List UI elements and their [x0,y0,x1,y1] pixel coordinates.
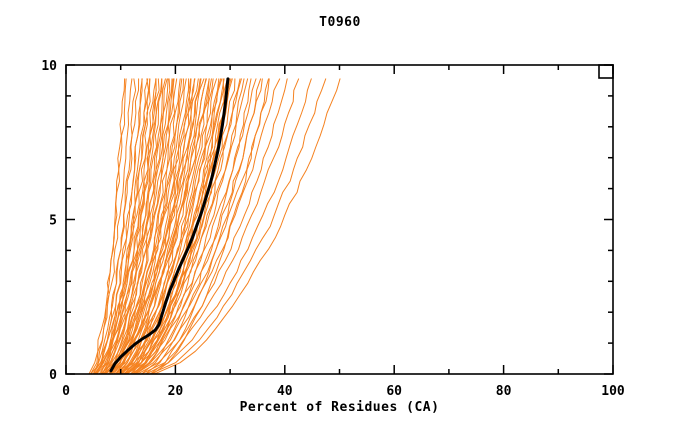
predictor-curve [141,78,245,375]
predictor-curve [149,78,262,375]
x-tick-label: 80 [496,384,512,399]
predictor-curve [108,78,173,375]
series-layer [88,77,341,375]
reference-curve [109,77,230,373]
predictor-curve [92,78,157,375]
predictor-curve [109,78,220,375]
predictor-curve [93,78,126,375]
y-tick-label: 0 [49,368,57,383]
y-tick-label: 10 [41,59,57,74]
axis-frame [65,64,614,375]
predictor-curve [123,78,257,375]
predictor-curve [93,78,163,375]
predictor-curve [93,78,169,375]
predictor-curve [101,78,149,375]
predictor-curve [115,78,199,375]
x-tick-label: 60 [386,384,402,399]
corner-notch [598,64,614,79]
x-tick-label: 100 [601,384,625,399]
page-title: T0960 [319,15,361,30]
predictor-curve [101,78,195,375]
predictor-curve [107,78,207,375]
predictor-curve [149,78,327,375]
predictor-curve [109,78,181,375]
x-tick-label: 20 [168,384,184,399]
y-tick-label: 5 [49,214,57,229]
predictor-curve [153,78,341,375]
predictor-curve [137,78,288,375]
predictor-curve [117,78,190,375]
predictor-curve [105,78,202,375]
predictor-curve [100,78,185,375]
predictor-curve [108,78,175,375]
predictor-curve [135,78,241,375]
predictor-curve [124,78,222,375]
predictor-curve [140,78,300,375]
predictor-curve [145,78,252,375]
predictor-curve [118,78,205,375]
predictor-curve [96,78,143,375]
predictor-curve [95,78,174,375]
predictor-curve [104,78,171,375]
x-tick-label: 0 [62,384,70,399]
predictor-curve [152,78,269,375]
predictor-curve [132,78,236,375]
predictor-curve [145,78,312,375]
predictor-curve [114,78,232,375]
predictor-curve [125,78,212,375]
predictor-curve [92,78,140,375]
predictor-curve [113,78,178,375]
x-axis-label: Percent of Residues (CA) [239,400,440,415]
predictor-curve [104,78,163,375]
predictor-curve [98,78,157,375]
predictor-curve [100,78,192,375]
predictor-curve [119,78,249,375]
x-tick-label: 40 [277,384,293,399]
predictor-curve [90,78,151,375]
predictor-curve [94,78,137,375]
tick-label-layer: 0 20 40 60 80 100 0 5 10 [41,59,625,399]
